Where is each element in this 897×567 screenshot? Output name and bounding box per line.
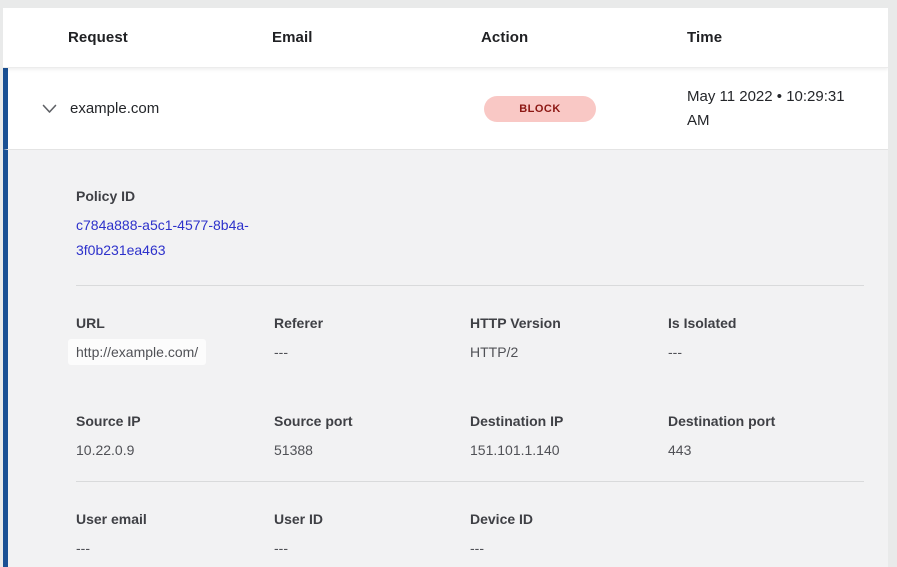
destination-ip-field: Destination IP 151.101.1.140 bbox=[470, 411, 668, 460]
device-id-value: --- bbox=[470, 540, 484, 556]
referer-value: --- bbox=[274, 344, 288, 360]
http-logs-table: Request Email Action Time example.com BL… bbox=[3, 8, 888, 567]
time-cell: May 11 2022 • 10:29:31 AM bbox=[687, 87, 845, 129]
policy-id-link[interactable]: c784a888-a5c1-4577-8b4a-3f0b231ea463 bbox=[76, 217, 249, 258]
user-email-value: --- bbox=[76, 540, 90, 556]
source-ip-label: Source IP bbox=[76, 413, 141, 429]
table-header: Request Email Action Time bbox=[3, 8, 888, 68]
empty-cell bbox=[668, 509, 864, 558]
url-value: http://example.com/ bbox=[68, 339, 207, 365]
device-id-label: Device ID bbox=[470, 511, 534, 527]
destination-ip-label: Destination IP bbox=[470, 413, 564, 429]
referer-field: Referer --- bbox=[274, 313, 470, 365]
column-header-request: Request bbox=[68, 29, 128, 46]
referer-label: Referer bbox=[274, 315, 324, 331]
table-row[interactable]: example.com BLOCK May 11 2022 • 10:29:31… bbox=[3, 68, 888, 150]
destination-ip-value: 151.101.1.140 bbox=[470, 442, 560, 458]
user-id-field: User ID --- bbox=[274, 509, 470, 558]
detail-row-user-info: User email --- User ID --- Device ID --- bbox=[76, 509, 864, 558]
user-id-label: User ID bbox=[274, 511, 324, 527]
device-id-field: Device ID --- bbox=[470, 509, 668, 558]
user-email-label: User email bbox=[76, 511, 147, 527]
http-version-value: HTTP/2 bbox=[470, 344, 519, 360]
detail-row-request-info: URL http://example.com/ Referer --- HTTP… bbox=[68, 313, 864, 365]
is-isolated-value: --- bbox=[668, 344, 682, 360]
url-field: URL http://example.com/ bbox=[68, 313, 274, 365]
section-divider bbox=[76, 285, 864, 286]
is-isolated-field: Is Isolated --- bbox=[668, 313, 864, 365]
source-port-value: 51388 bbox=[274, 442, 313, 458]
source-ip-value: 10.22.0.9 bbox=[76, 442, 135, 458]
user-id-value: --- bbox=[274, 540, 288, 556]
column-header-action: Action bbox=[481, 29, 529, 46]
policy-id-field: Policy ID c784a888-a5c1-4577-8b4a-3f0b23… bbox=[76, 186, 286, 263]
detail-row-network-info: Source IP 10.22.0.9 Source port 51388 De… bbox=[76, 411, 864, 460]
source-port-field: Source port 51388 bbox=[274, 411, 470, 460]
user-email-field: User email --- bbox=[76, 509, 274, 558]
url-label: URL bbox=[76, 315, 105, 331]
action-block-badge: BLOCK bbox=[484, 95, 596, 122]
destination-port-label: Destination port bbox=[668, 413, 776, 429]
destination-port-field: Destination port 443 bbox=[668, 411, 864, 460]
action-cell: BLOCK bbox=[481, 95, 687, 122]
source-ip-field: Source IP 10.22.0.9 bbox=[76, 411, 274, 460]
request-cell: example.com bbox=[70, 100, 160, 117]
http-version-field: HTTP Version HTTP/2 bbox=[470, 313, 668, 365]
source-port-label: Source port bbox=[274, 413, 353, 429]
http-version-label: HTTP Version bbox=[470, 315, 561, 331]
policy-id-label: Policy ID bbox=[76, 188, 136, 204]
chevron-down-icon[interactable] bbox=[42, 104, 57, 114]
destination-port-value: 443 bbox=[668, 442, 692, 458]
row-details-panel: Policy ID c784a888-a5c1-4577-8b4a-3f0b23… bbox=[3, 150, 888, 567]
is-isolated-label: Is Isolated bbox=[668, 315, 737, 331]
column-header-email: Email bbox=[272, 29, 313, 46]
row-expander[interactable] bbox=[8, 104, 70, 114]
section-divider bbox=[76, 481, 864, 482]
column-header-time: Time bbox=[687, 29, 723, 46]
